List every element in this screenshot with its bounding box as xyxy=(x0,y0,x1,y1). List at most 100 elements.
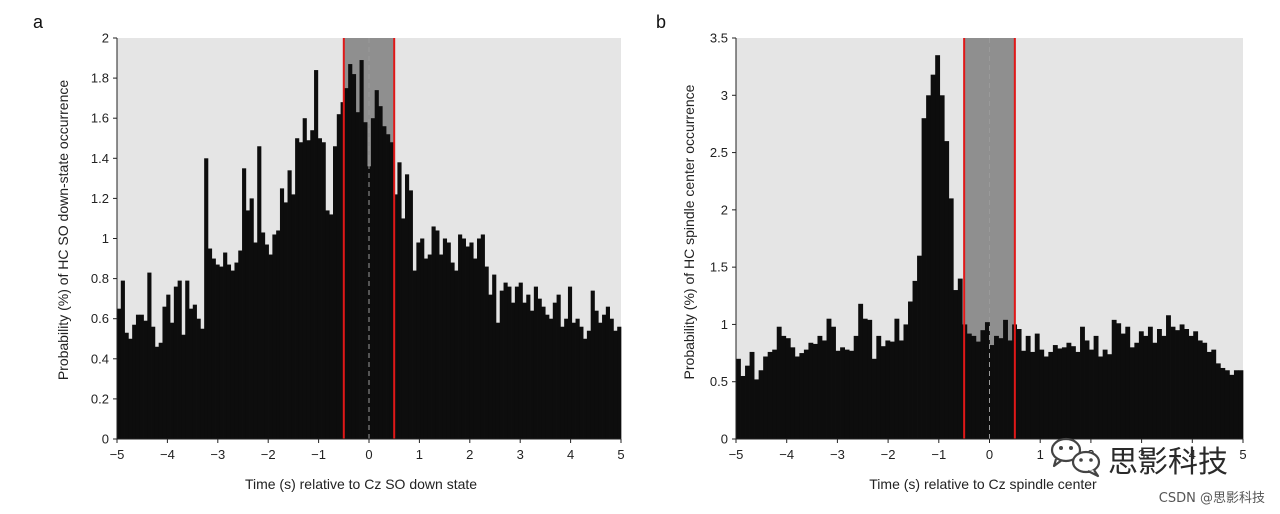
panel-a-bar xyxy=(560,326,565,439)
panel-b-window-markers xyxy=(963,38,1016,439)
panel-a-bar xyxy=(484,266,489,439)
panel-a-bar xyxy=(196,318,201,439)
panel-a-bar xyxy=(503,282,508,439)
panel-a-bar xyxy=(219,266,224,439)
panel-a-bar xyxy=(511,302,516,439)
panel-b-bar xyxy=(1080,326,1085,439)
panel-b-bar xyxy=(953,290,959,439)
panel-a-bar xyxy=(579,326,584,439)
panel-b-bar xyxy=(1120,333,1126,439)
panel-b-bar xyxy=(1215,363,1221,439)
panel-a-bar xyxy=(177,280,182,439)
panel-a-x-tick-label: −5 xyxy=(110,447,125,462)
panel-a-bar xyxy=(253,242,258,439)
panel-a-bar xyxy=(207,248,213,439)
panel-a-x-tick-label: 3 xyxy=(517,447,524,462)
panel-b-bar xyxy=(1129,347,1135,439)
panel-a-y-tick-label: 0.4 xyxy=(91,351,109,366)
panel-b-bar xyxy=(980,330,986,439)
panel-a-y-tick-label: 1.2 xyxy=(91,191,109,206)
panel-a-x-tick-label: 0 xyxy=(365,447,372,462)
panel-b-bar xyxy=(957,278,963,439)
panel-a-x-tick-label: 4 xyxy=(567,447,574,462)
panel-b-bar xyxy=(785,338,791,439)
panel-a-bar xyxy=(488,294,493,439)
panel-b-bar xyxy=(835,350,841,439)
panel-a-bar xyxy=(317,138,322,439)
panel-a-bar xyxy=(306,140,311,439)
panel-a-x-tick-label: −1 xyxy=(311,447,326,462)
panel-a-bar xyxy=(613,330,618,439)
panel-a-y-tick-label: 1.4 xyxy=(91,151,109,166)
panel-a-bar xyxy=(302,118,307,439)
panel-a-chart: a 00.20.40.60.811.21.41.61.82−5 −4 −3 −2 −1 0… xyxy=(33,12,625,492)
panel-a-bar xyxy=(291,194,296,439)
panel-a-bar xyxy=(124,332,129,439)
panel-b-x-tick-label: −1 xyxy=(931,447,946,462)
panel-b-bar xyxy=(772,349,778,439)
panel-b-bar xyxy=(853,335,859,439)
panel-a-bar xyxy=(147,272,152,439)
panel-a-bar xyxy=(507,286,512,439)
panel-a-y-tick-label: 0 xyxy=(102,432,109,447)
panel-b-bar xyxy=(876,335,882,439)
panel-a-y-tick-label: 1 xyxy=(102,231,109,246)
panel-a-bar xyxy=(181,334,186,439)
panel-a-bar xyxy=(545,314,550,439)
panel-b-bar xyxy=(998,338,1004,439)
panel-b-bar xyxy=(1061,347,1067,439)
panel-a-bar xyxy=(351,74,357,439)
panel-a-bar xyxy=(234,262,239,439)
panel-a-bar xyxy=(344,88,349,440)
panel-a-bar xyxy=(314,70,319,439)
panel-b-x-tick-label: 4 xyxy=(1189,447,1196,462)
panel-a-bars xyxy=(117,60,622,440)
panel-a-bar xyxy=(575,318,580,439)
panel-a-y-tick-label: 0.6 xyxy=(91,311,109,326)
panel-a-y-tick-label: 2 xyxy=(102,31,109,46)
panel-a-bar xyxy=(522,302,527,439)
panel-a-bar xyxy=(594,310,599,439)
panel-a-bar xyxy=(393,194,398,439)
panel-a-bar xyxy=(200,328,205,439)
panel-a-bar xyxy=(477,238,482,439)
panel-a-bar xyxy=(564,318,569,439)
panel-b-bar xyxy=(1025,335,1031,439)
panel-b-bar xyxy=(1229,374,1235,439)
panel-b-bar xyxy=(740,375,746,439)
panel-b-bar xyxy=(1007,340,1013,439)
panel-a-bar xyxy=(166,294,171,439)
panel-a-bar xyxy=(420,238,425,439)
panel-b-bar xyxy=(1021,350,1027,439)
panel-a-bar xyxy=(162,306,167,439)
panel-b-bar xyxy=(984,322,990,439)
panel-a-bar xyxy=(541,306,546,439)
panel-a-bar xyxy=(378,106,383,440)
panel-a-bar xyxy=(249,198,254,439)
panel-a-bar xyxy=(492,274,497,439)
panel-a-bar xyxy=(230,270,235,439)
panel-a-bar xyxy=(480,234,485,439)
panel-b-y-tick-label: 1 xyxy=(721,317,728,332)
panel-b-bar xyxy=(844,349,850,439)
panel-a-bar xyxy=(287,170,292,439)
panel-a-bar xyxy=(530,310,535,439)
panel-b-bar xyxy=(822,340,827,439)
panel-b-x-tick-label: −2 xyxy=(881,447,896,462)
panel-a-bar xyxy=(598,322,603,439)
watermark: 思影科技 xyxy=(1050,437,1228,480)
panel-b-bar xyxy=(1125,326,1131,439)
panel-b-y-tick-label: 1.5 xyxy=(710,260,728,275)
panel-a-bar xyxy=(132,324,137,439)
panel-a-bar xyxy=(583,338,588,439)
panel-a-bar xyxy=(257,146,262,439)
panel-b-bar xyxy=(1052,345,1058,439)
panel-a-bar xyxy=(458,234,463,439)
panel-b-bar xyxy=(889,341,895,439)
panel-a-bar xyxy=(359,60,364,440)
panel-b-bar xyxy=(1220,367,1226,439)
panel-a-bar xyxy=(238,250,243,439)
panel-b-bar xyxy=(862,318,868,439)
